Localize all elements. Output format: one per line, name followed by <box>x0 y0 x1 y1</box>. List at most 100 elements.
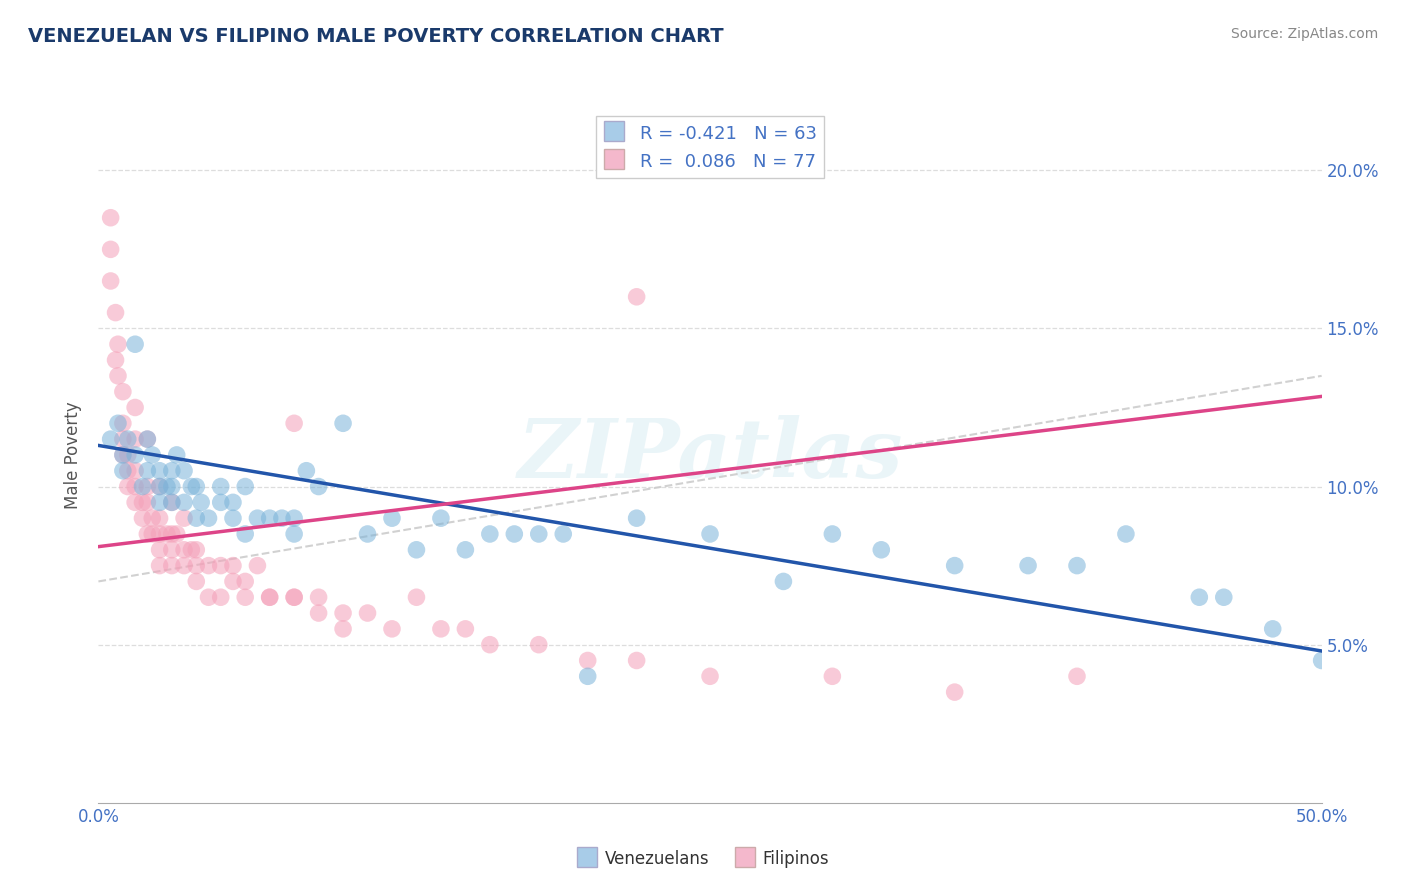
Point <box>1188 591 1211 605</box>
Point <box>1115 527 1137 541</box>
Point <box>332 606 354 620</box>
Point <box>222 511 245 525</box>
Point <box>160 495 183 509</box>
Point <box>283 591 305 605</box>
Point <box>156 479 179 493</box>
Point <box>576 653 599 667</box>
Point <box>356 527 378 541</box>
Point <box>186 574 208 589</box>
Point <box>308 606 330 620</box>
Point <box>131 511 153 525</box>
Point <box>186 558 208 573</box>
Point <box>124 464 146 478</box>
Point <box>100 274 122 288</box>
Point <box>100 432 122 446</box>
Point <box>222 495 245 509</box>
Point <box>166 527 188 541</box>
Point <box>180 542 202 557</box>
Point <box>478 527 501 541</box>
Point <box>111 448 134 462</box>
Point <box>209 479 232 493</box>
Point <box>356 606 378 620</box>
Point <box>136 479 159 493</box>
Point <box>699 527 721 541</box>
Point <box>100 243 122 257</box>
Point <box>1066 558 1088 573</box>
Point <box>430 511 453 525</box>
Point <box>233 479 256 493</box>
Point <box>270 511 294 525</box>
Point <box>124 448 146 462</box>
Point <box>259 591 281 605</box>
Point <box>283 591 305 605</box>
Point <box>160 464 183 478</box>
Point <box>1310 653 1333 667</box>
Point <box>186 511 208 525</box>
Point <box>1066 669 1088 683</box>
Point <box>283 417 305 431</box>
Point <box>160 527 183 541</box>
Point <box>430 622 453 636</box>
Y-axis label: Male Poverty: Male Poverty <box>65 401 83 508</box>
Point <box>197 558 219 573</box>
Point <box>117 479 139 493</box>
Legend: R = -0.421   N = 63, R =  0.086   N = 77: R = -0.421 N = 63, R = 0.086 N = 77 <box>596 116 824 178</box>
Point <box>160 495 183 509</box>
Point <box>197 511 219 525</box>
Point <box>478 638 501 652</box>
Point <box>149 479 172 493</box>
Point <box>124 401 146 415</box>
Point <box>233 574 256 589</box>
Point <box>222 558 245 573</box>
Point <box>131 495 153 509</box>
Point <box>209 495 232 509</box>
Point <box>124 337 146 351</box>
Point <box>259 591 281 605</box>
Point <box>197 591 219 605</box>
Point <box>943 685 966 699</box>
Point <box>821 669 844 683</box>
Point <box>107 417 129 431</box>
Point <box>180 479 202 493</box>
Point <box>124 432 146 446</box>
Point <box>943 558 966 573</box>
Point <box>186 542 208 557</box>
Point <box>222 574 245 589</box>
Point <box>124 495 146 509</box>
Point <box>626 653 648 667</box>
Point <box>772 574 794 589</box>
Point <box>381 622 404 636</box>
Point <box>149 495 172 509</box>
Point <box>1261 622 1284 636</box>
Point <box>454 622 477 636</box>
Point <box>246 511 269 525</box>
Point <box>141 527 163 541</box>
Point <box>117 432 139 446</box>
Point <box>107 368 129 383</box>
Point <box>136 464 159 478</box>
Point <box>156 527 179 541</box>
Point <box>104 305 127 319</box>
Point <box>626 511 648 525</box>
Point <box>332 417 354 431</box>
Point <box>259 511 281 525</box>
Point <box>870 542 893 557</box>
Point <box>553 527 575 541</box>
Point <box>527 527 550 541</box>
Point <box>246 558 269 573</box>
Point <box>186 479 208 493</box>
Point <box>107 337 129 351</box>
Point <box>100 211 122 225</box>
Point <box>111 432 134 446</box>
Point <box>699 669 721 683</box>
Point <box>160 558 183 573</box>
Point <box>209 591 232 605</box>
Point <box>332 622 354 636</box>
Point <box>111 417 134 431</box>
Text: ZIPatlas: ZIPatlas <box>517 415 903 495</box>
Point <box>111 448 134 462</box>
Point <box>209 558 232 573</box>
Point <box>136 432 159 446</box>
Point <box>136 527 159 541</box>
Point <box>149 479 172 493</box>
